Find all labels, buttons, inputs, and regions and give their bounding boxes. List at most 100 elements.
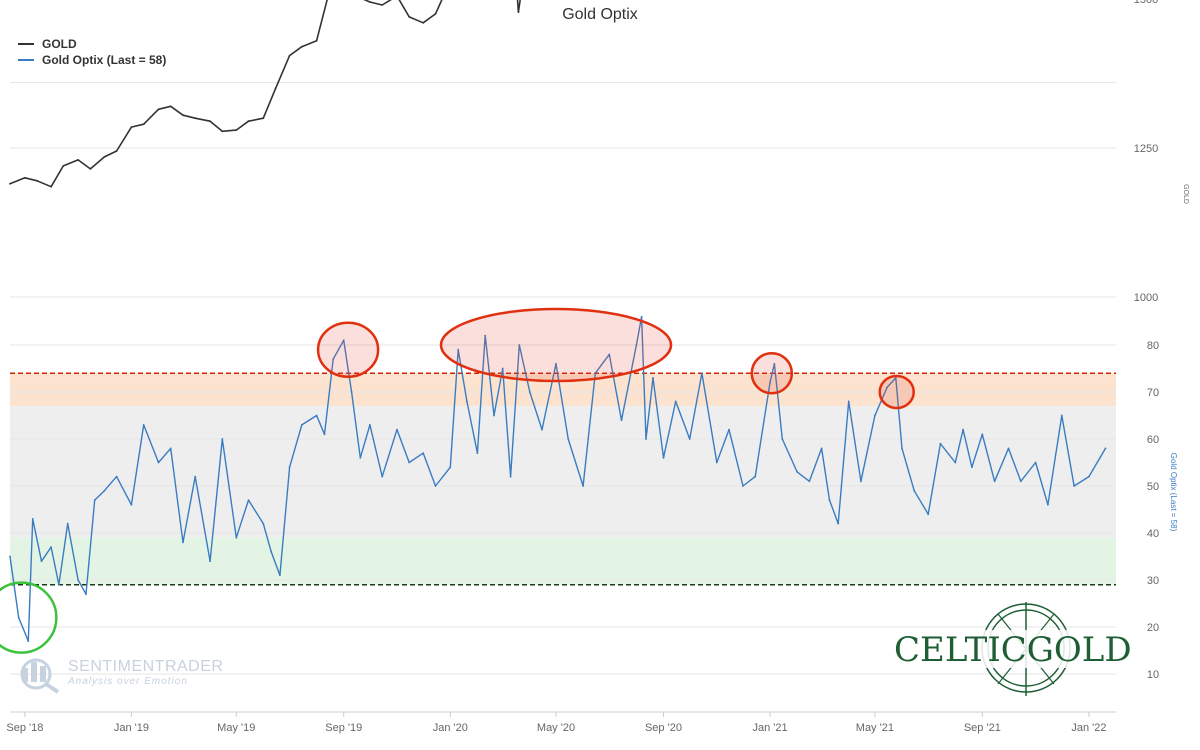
optix-point-29 [323,433,326,436]
legend-item-optix[interactable]: Gold Optix (Last = 58) [18,52,166,68]
optix-point-68 [754,475,757,478]
sentimentrader-brand: SENTIMENTRADER [68,658,224,675]
optix-point-36 [396,428,398,431]
gold-point-7 [103,156,106,158]
sentimentrader-tagline: Analysis over Emotion [68,676,188,687]
optix-point-84 [927,513,930,516]
optix-point-98 [1104,447,1107,450]
optix-point-50 [541,428,543,431]
gold-point-23 [315,39,318,42]
optix-point-62 [674,400,677,403]
legend-swatch-optix [18,59,34,61]
highlight-ellipse-0 [0,581,58,654]
grid-layer [10,81,1116,675]
optix-point-22 [247,499,250,501]
zones-layer [10,373,1116,585]
optix-point-13 [130,503,133,506]
x-tick-label-3: Sep '19 [325,722,362,734]
optix-point-17 [182,541,184,544]
x-tick-label-7: Jan '21 [752,722,787,734]
gold-axis-label: GOLD [1182,184,1189,204]
optix-point-71 [781,438,784,440]
optix-point-90 [993,480,996,483]
gold-point-28 [381,4,384,6]
optix-point-14 [142,424,145,426]
optix-point-23 [262,522,265,525]
optix-point-70 [773,362,776,365]
optix-point-78 [860,480,862,483]
gold-point-0 [9,182,11,185]
highlight-ellipse-4 [878,374,915,410]
optix-point-39 [434,485,437,487]
optix-point-52 [567,438,570,440]
optix-point-18 [194,475,197,478]
legend-label-optix: Gold Optix (Last = 58) [42,53,167,67]
optix-point-25 [279,574,281,577]
highlights-layer [0,307,915,654]
optix-point-46 [501,367,504,370]
optix-point-73 [808,480,811,483]
gold-point-21 [288,54,291,57]
optix-point-48 [518,344,521,346]
gold-point-19 [262,117,265,120]
optix-point-69 [769,381,771,384]
optix-point-82 [901,447,903,450]
optix-point-41 [457,348,460,351]
optix-point-38 [422,452,425,454]
sentimentrader-logo: SENTIMENTRADER Analysis over Emotion [12,654,223,699]
optix-tick-label-10: 10 [1147,669,1159,681]
optix-point-44 [484,334,487,337]
series-line-gold [9,0,521,188]
optix-point-10 [93,499,96,501]
optix-point-15 [157,461,160,464]
optix-point-16 [169,447,172,450]
optix-tick-label-30: 30 [1147,575,1159,587]
gold-point-8 [115,150,118,152]
gold-point-14 [194,117,197,120]
optix-point-56 [620,419,623,422]
optix-point-89 [981,433,984,436]
optix-point-93 [1034,461,1037,464]
gold-point-39 [517,11,520,14]
x-tick-label-10: Jan '22 [1071,722,1106,734]
optix-point-63 [688,438,691,440]
gold-point-10 [142,123,145,126]
optix-point-27 [300,424,303,426]
optix-point-94 [1047,503,1049,506]
gold-point-17 [235,129,238,132]
optix-point-87 [962,428,964,431]
gold-point-6 [89,168,92,170]
legend-item-gold[interactable]: GOLD [18,36,166,52]
highlight-ellipse-2 [439,307,673,383]
legend-label-gold: GOLD [42,37,77,51]
optix-point-28 [315,414,318,417]
gold-point-32 [434,13,437,15]
x-tick-label-0: Sep '18 [6,722,43,734]
gold-point-9 [130,126,133,128]
optix-point-92 [1019,480,1022,483]
optix-point-11 [103,489,106,492]
gold-point-20 [274,87,277,90]
optix-point-88 [971,466,973,469]
optix-point-6 [58,583,60,586]
gold-tick-label-1500: 1500 [1134,0,1158,6]
optix-tick-label-50: 50 [1147,481,1159,493]
optix-point-75 [828,499,831,501]
optix-point-21 [235,536,238,539]
celtic-knot-icon [896,602,1114,696]
optix-point-4 [40,560,43,563]
optix-point-20 [221,438,224,440]
gold-point-15 [209,120,212,123]
optix-point-2 [27,640,30,642]
optix-point-35 [381,475,384,478]
optix-point-86 [954,461,957,464]
highlight-ellipse-1 [316,321,380,378]
optix-point-95 [1060,414,1063,417]
legend-swatch-gold [18,43,34,45]
zone-2 [10,537,1116,585]
gold-point-11 [157,108,160,111]
optix-point-91 [1007,447,1010,450]
x-tick-label-9: Sep '21 [964,722,1001,734]
